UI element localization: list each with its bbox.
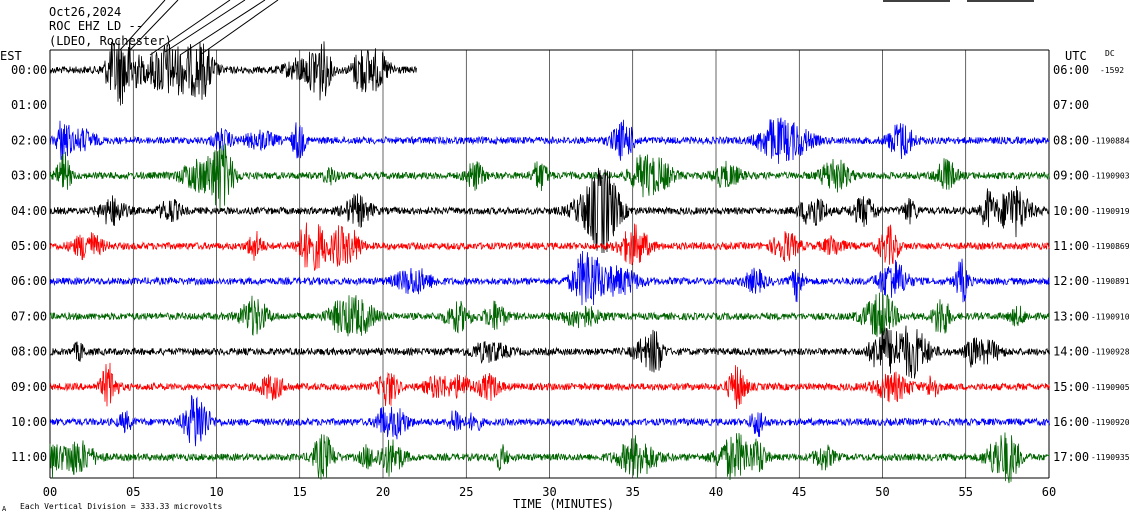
- row-right-time: 06:00: [1053, 63, 1089, 77]
- x-tick-label: 00: [43, 485, 57, 499]
- x-tick-label: 20: [376, 485, 390, 499]
- row-dc-offset: -1190919: [1091, 207, 1130, 216]
- row-right-time: 10:00: [1053, 204, 1089, 218]
- x-tick-label: 40: [709, 485, 723, 499]
- seismic-trace: [49, 362, 1050, 410]
- x-tick-label: 25: [459, 485, 473, 499]
- seismic-trace: [49, 292, 1050, 338]
- seismic-trace: [49, 250, 1050, 306]
- right-timezone-label: UTC: [1065, 49, 1087, 63]
- x-axis-label: TIME (MINUTES): [513, 497, 614, 511]
- row-left-time: 08:00: [11, 345, 47, 359]
- x-tick-label: 35: [626, 485, 640, 499]
- row-dc-offset: -1190869: [1091, 242, 1130, 251]
- grid-lines: [49, 49, 1050, 479]
- seismic-trace: [49, 167, 1050, 254]
- row-left-time: 01:00: [11, 98, 47, 112]
- row-right-time: 16:00: [1053, 415, 1089, 429]
- seismic-trace: [49, 325, 1050, 379]
- dc-label: DC: [1105, 49, 1115, 58]
- row-dc-offset: -1190935: [1091, 453, 1130, 462]
- row-dc-offset: -1190891: [1091, 277, 1130, 286]
- row-left-time: 02:00: [11, 133, 47, 147]
- row-right-time: 17:00: [1053, 450, 1089, 464]
- row-dc-offset: -1190910: [1091, 312, 1130, 321]
- trace-group: [49, 39, 1050, 484]
- row-dc-offset: -1190928: [1091, 348, 1130, 357]
- seismic-trace: [49, 432, 1050, 484]
- row-dc-offset: -1190884: [1091, 136, 1130, 145]
- left-timezone-label: EST: [0, 49, 22, 63]
- seismic-trace: [49, 117, 1050, 166]
- row-left-time: 09:00: [11, 380, 47, 394]
- x-tick-label: 30: [542, 485, 556, 499]
- row-left-time: 10:00: [11, 415, 47, 429]
- header-station: ROC EHZ LD --: [49, 19, 143, 33]
- header-date: Oct26,2024: [49, 5, 121, 19]
- seismic-trace: [49, 395, 1050, 447]
- row-right-time: 08:00: [1053, 133, 1089, 147]
- row-right-time: 07:00: [1053, 98, 1089, 112]
- x-tick-label: 05: [126, 485, 140, 499]
- row-left-time: 06:00: [11, 274, 47, 288]
- header-decoration-lines: [119, 0, 279, 56]
- row-dc-offset: -1190903: [1091, 172, 1130, 181]
- seismic-trace: [49, 39, 417, 106]
- row-right-time: 11:00: [1053, 239, 1089, 253]
- row-dc-offset: -1190920: [1091, 418, 1130, 427]
- row-right-time: 09:00: [1053, 169, 1089, 183]
- row-dc-offset: -1190905: [1091, 383, 1130, 392]
- row-right-time: 12:00: [1053, 274, 1089, 288]
- row-left-time: 03:00: [11, 169, 47, 183]
- row-left-time: 05:00: [11, 239, 47, 253]
- x-tick-label: 10: [209, 485, 223, 499]
- footer-scale-note: Each Vertical Division = 333.33 microvol…: [20, 502, 222, 511]
- x-tick-label: 15: [293, 485, 307, 499]
- header-network: (LDEO, Rochester): [49, 34, 172, 48]
- x-axis-ticks: 00 05 10 15 20 25 30 35 40 45 50 55 60: [43, 485, 1056, 499]
- footer-logo-mark: A: [2, 505, 7, 513]
- row-left-time: 07:00: [11, 309, 47, 323]
- x-tick-label: 50: [875, 485, 889, 499]
- row-right-time: 14:00: [1053, 345, 1089, 359]
- row-left-time: 00:00: [11, 63, 47, 77]
- seismic-trace: [49, 143, 1050, 210]
- row-right-time: 15:00: [1053, 380, 1089, 394]
- x-tick-label: 60: [1042, 485, 1056, 499]
- x-tick-label: 55: [959, 485, 973, 499]
- row-dc-offset: -1592: [1100, 66, 1124, 75]
- row-left-time: 11:00: [11, 450, 47, 464]
- row-left-time: 04:00: [11, 204, 47, 218]
- x-tick-label: 45: [792, 485, 806, 499]
- row-right-time: 13:00: [1053, 309, 1089, 323]
- seismic-trace: [49, 222, 1050, 272]
